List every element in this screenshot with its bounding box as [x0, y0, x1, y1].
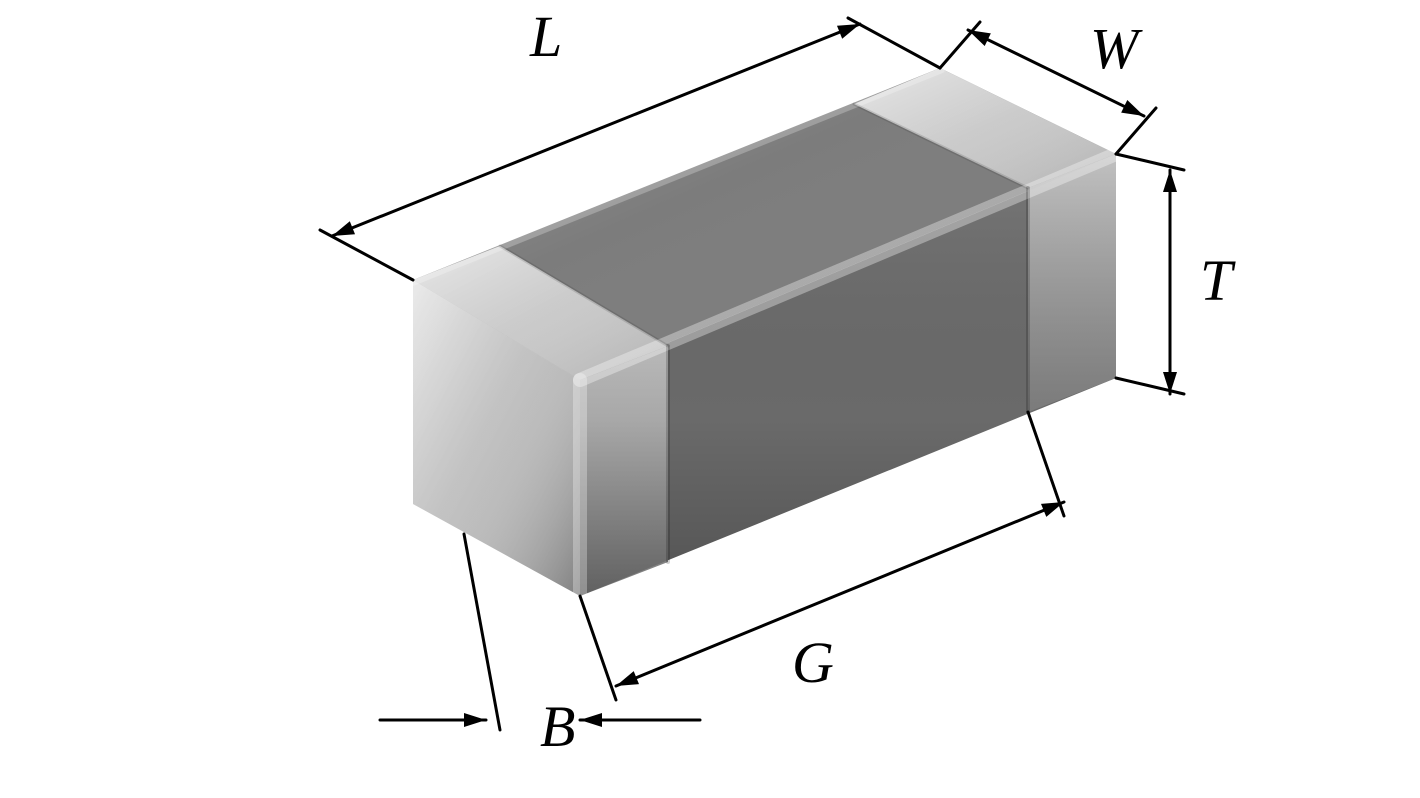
dimension-label-B: B: [540, 694, 575, 759]
dimension-label-T: T: [1200, 248, 1236, 313]
dimension-label-L: L: [529, 4, 562, 69]
dimension-label-G: G: [792, 630, 834, 695]
diagram-canvas: L W T G B: [0, 0, 1420, 798]
technical-drawing-svg: L W T G B: [0, 0, 1420, 798]
dimension-label-W: W: [1090, 16, 1143, 81]
component-body: [413, 68, 1116, 596]
